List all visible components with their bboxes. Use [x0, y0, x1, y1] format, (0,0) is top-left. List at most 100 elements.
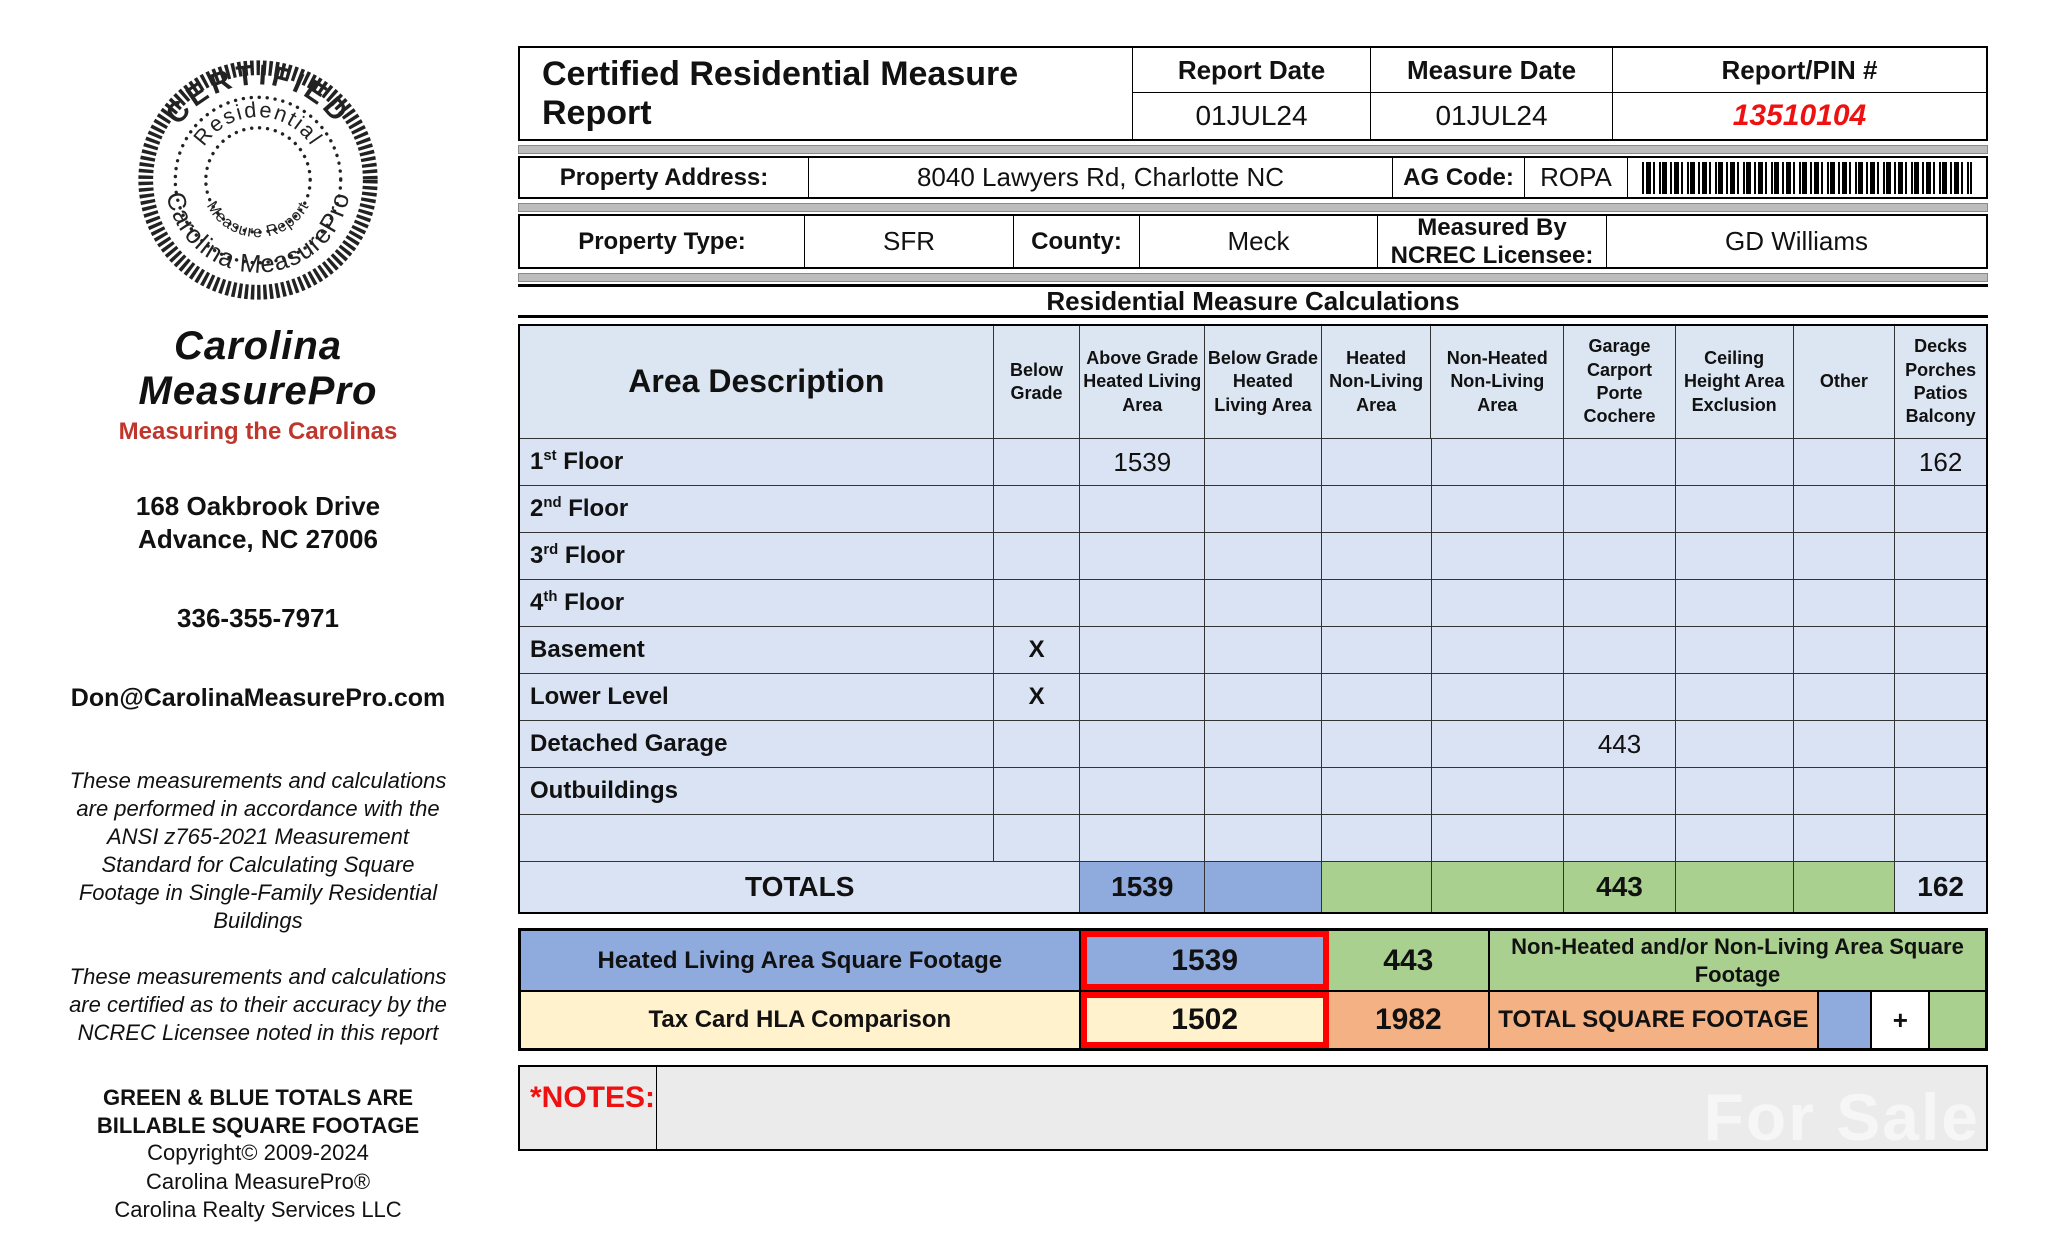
totals-label: TOTALS	[520, 862, 1081, 912]
table-row-1st-floor: 1st Floor 1539 162	[520, 439, 1986, 486]
value-cell	[1321, 580, 1432, 627]
table-row-lower-level: Lower Level X	[520, 674, 1986, 721]
total-decks: 162	[1895, 862, 1987, 912]
value-cell	[1321, 533, 1432, 580]
hla-summary-label: Heated Living Area Square Footage	[521, 931, 1081, 990]
value-cell	[1321, 815, 1432, 862]
value-cell	[1431, 768, 1565, 815]
area-cell: 1st Floor	[520, 439, 994, 486]
property-address-value: 8040 Lawyers Rd, Charlotte NC	[808, 158, 1392, 197]
value-cell	[1675, 580, 1794, 627]
value-cell	[1675, 533, 1794, 580]
totals-row: TOTALS 1539 443 162	[520, 862, 1987, 912]
calculations-table: Area Description Below Grade Above Grade…	[518, 324, 1988, 914]
table-row-2nd-floor: 2nd Floor	[520, 486, 1986, 533]
value-cell	[1431, 580, 1565, 627]
value-cell	[1895, 533, 1986, 580]
table-row-detached-garage: Detached Garage 443	[520, 721, 1986, 768]
for-sale-watermark: For Sale	[1703, 1080, 1980, 1154]
property-type-label: Property Type:	[578, 227, 746, 255]
value-cell	[1793, 580, 1896, 627]
value-cell	[1895, 815, 1986, 862]
value-cell	[1431, 674, 1565, 721]
value-cell	[993, 768, 1081, 815]
value-cell	[1564, 674, 1676, 721]
value-cell	[1675, 768, 1794, 815]
value-cell	[1431, 439, 1565, 486]
property-address-label: Property Address:	[559, 163, 769, 191]
barcode	[1642, 161, 1972, 194]
value-cell	[993, 439, 1081, 486]
table-row-4th-floor: 4th Floor	[520, 580, 1986, 627]
value-cell	[1080, 580, 1206, 627]
area-cell	[520, 815, 994, 862]
county-value: Meck	[1139, 216, 1377, 267]
value-cell	[1080, 768, 1206, 815]
area-cell: Detached Garage	[520, 721, 994, 768]
col-header-below-grade: Below Grade	[993, 326, 1081, 439]
pin-value: 13510104	[1612, 92, 1986, 139]
value-cell	[1431, 815, 1565, 862]
value-cell: X	[993, 627, 1081, 674]
value-cell	[1793, 768, 1896, 815]
value-cell	[1431, 721, 1565, 768]
value-cell	[1080, 486, 1206, 533]
value-cell: 162	[1895, 439, 1986, 486]
tax-card-value: 1502	[1080, 992, 1329, 1048]
stamp-inner-bottom-text: Measure Report	[203, 198, 313, 241]
standards-disclaimer: These measurements and calculations are …	[69, 768, 447, 933]
value-cell	[1895, 768, 1986, 815]
col-header-below-grade-hla: Below Grade Heated Living Area	[1205, 326, 1322, 439]
report-date-label: Report Date	[1132, 48, 1370, 92]
value-cell	[1793, 815, 1896, 862]
value-cell	[1793, 533, 1896, 580]
separator-bar	[518, 145, 1988, 154]
value-cell	[1431, 627, 1565, 674]
value-cell	[1564, 627, 1676, 674]
company-phone: 336-355-7971	[177, 603, 339, 633]
total-garage: 443	[1564, 862, 1676, 912]
value-cell	[1080, 674, 1206, 721]
green-legend-swatch	[1930, 992, 1985, 1048]
value-cell	[1675, 439, 1794, 486]
stamp-dotted-ring-inner	[204, 126, 312, 234]
value-cell	[1793, 439, 1896, 486]
notes-label: *NOTES:	[520, 1067, 657, 1149]
value-cell	[1321, 627, 1432, 674]
company-sidebar: CERTIFIED Carolina MeasurePro Residentia…	[55, 0, 461, 1243]
value-cell	[1675, 486, 1794, 533]
value-cell	[1793, 486, 1896, 533]
total-heated-nonliving	[1321, 862, 1432, 912]
value-cell: X	[993, 674, 1081, 721]
billable-note: GREEN & BLUE TOTALS ARE BILLABLE SQUARE …	[96, 1085, 420, 1138]
value-cell	[1564, 486, 1676, 533]
area-description-header: Area Description	[520, 326, 994, 439]
value-cell	[1793, 721, 1896, 768]
table-row-3rd-floor: 3rd Floor	[520, 533, 1986, 580]
total-square-footage-value: 1982	[1328, 992, 1491, 1048]
area-cell: 3rd Floor	[520, 533, 994, 580]
value-cell	[1895, 486, 1986, 533]
value-cell	[1895, 721, 1986, 768]
value-cell: 443	[1564, 721, 1676, 768]
nonheated-summary-label: Non-Heated and/or Non-Living Area Square…	[1489, 931, 1985, 990]
value-cell	[1205, 439, 1322, 486]
value-cell	[1205, 627, 1322, 674]
col-header-decks: Decks Porches Patios Balcony	[1895, 326, 1986, 439]
table-row-basement: Basement X	[520, 627, 1986, 674]
total-below-grade-hla	[1205, 862, 1322, 912]
value-cell	[1080, 533, 1206, 580]
value-cell	[1564, 768, 1676, 815]
value-cell	[993, 721, 1081, 768]
total-nonheated-nonliving	[1431, 862, 1565, 912]
value-cell	[1564, 580, 1676, 627]
tax-card-row: Tax Card HLA Comparison 1502 1982 TOTAL …	[521, 992, 1985, 1048]
value-cell	[1205, 533, 1322, 580]
property-address-row: Property Address: 8040 Lawyers Rd, Charl…	[518, 156, 1988, 199]
certification-stamp-icon: CERTIFIED Carolina MeasurePro Residentia…	[138, 59, 378, 300]
value-cell	[1321, 674, 1432, 721]
address-line-1: 168 Oakbrook Drive	[135, 491, 381, 521]
barcode-cell	[1627, 158, 1986, 197]
copyright-line-3: Carolina Realty Services LLC	[114, 1196, 402, 1222]
value-cell	[993, 580, 1081, 627]
